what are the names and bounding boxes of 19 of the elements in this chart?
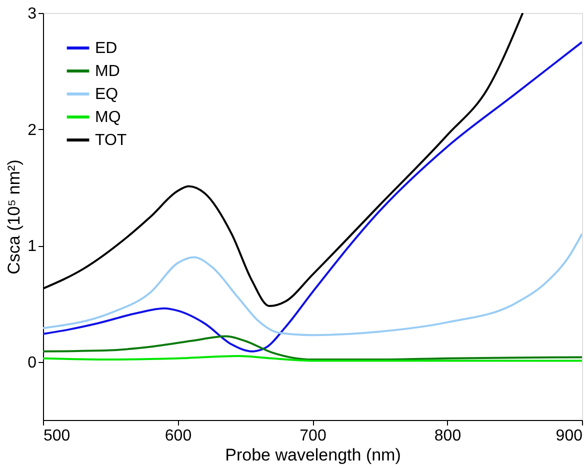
y-tick-label: 1 [28, 238, 37, 256]
y-axis-title: Csca (10⁵ nm²) [4, 160, 24, 274]
y-tick-label: 0 [28, 354, 37, 372]
line-series [43, 335, 582, 361]
line-series [43, 232, 582, 336]
line-series [43, 41, 582, 352]
x-tick-label: 800 [434, 428, 462, 444]
legend-label: MD [95, 63, 120, 80]
legend-label: TOT [95, 132, 127, 149]
legend-label: EQ [95, 86, 118, 103]
x-axis-title: Probe wavelength (nm) [225, 446, 401, 464]
y-tick-label: 2 [28, 122, 37, 139]
y-tick-label: 3 [28, 6, 37, 22]
x-tick-label: 600 [164, 428, 192, 444]
x-tick-label: 500 [44, 428, 70, 444]
legend-label: MQ [95, 109, 121, 126]
x-tick-label: 700 [300, 428, 326, 444]
legend-label: ED [95, 40, 118, 57]
x-tick-label: 900 [556, 428, 583, 444]
